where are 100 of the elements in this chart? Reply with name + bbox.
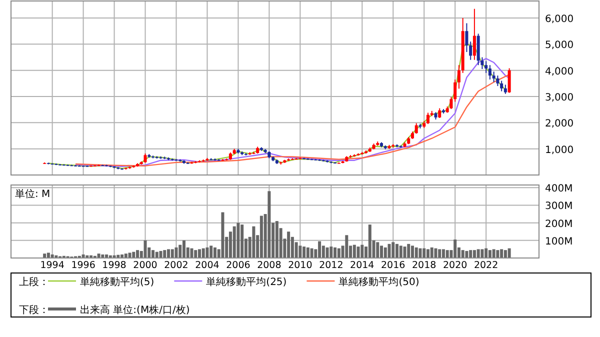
bar [198,249,201,258]
x-tick-label: 2012 [319,260,344,271]
bar [268,191,271,258]
legend-label: 単純移動平均(5) [80,276,154,288]
bar [454,240,457,258]
bar [356,246,360,258]
bar [330,246,333,258]
bar [124,254,128,258]
legend-title: 下段： [19,304,49,316]
x-tick-label: 1994 [40,260,64,271]
bar [302,246,306,258]
bar [163,250,166,258]
bar [144,240,147,258]
bar [360,244,364,258]
legend-label: 単純移動平均(25) [206,276,287,288]
bar [414,247,418,258]
bar [182,240,186,258]
bar [480,249,484,258]
candlestick [450,96,453,110]
legend: 下段： 出来高 単位:(M株/口/枚) [19,305,190,316]
bar [461,250,464,258]
bar [298,246,302,258]
y-tick-label: 400M [545,184,573,195]
y-axis-title: 単位: M [15,188,50,200]
bar [194,250,198,258]
bar [43,254,46,258]
bar [384,247,387,258]
candlestick [454,78,457,102]
bar [252,226,256,258]
bar [310,248,314,258]
x-tick-label: 2022 [474,260,498,271]
bar [152,250,155,258]
bar [128,252,132,258]
candlestick [426,112,430,124]
bar [287,232,290,258]
bar [410,246,414,258]
bar [422,248,426,258]
bar [508,248,511,258]
bar [334,247,337,258]
bar [430,247,434,258]
bar [472,250,476,258]
bar [500,249,504,258]
bar [136,250,140,258]
bar [434,248,438,258]
candlestick [492,71,496,83]
bar [190,248,194,258]
bar [345,235,348,258]
candlestick [469,41,472,60]
candlestick [488,64,492,80]
bar [170,249,174,258]
bar [240,224,244,258]
bar [496,250,500,258]
bar [504,250,507,258]
candlestick [465,22,468,53]
bar [326,247,329,258]
y-tick-label: 300M [545,201,573,212]
bar [399,246,402,258]
legend-label: 単純移動平均(50) [338,276,420,288]
bar [403,246,406,258]
candlestick [508,68,511,94]
bar [469,250,472,258]
y-tick-label: 2,000 [545,118,574,130]
bar [376,242,380,258]
candlestick [472,8,476,60]
candlestick [496,75,500,87]
bar [488,250,492,258]
x-tick-label: 1996 [71,260,96,271]
bar [322,246,325,258]
bar [206,247,209,258]
bar [178,244,182,258]
x-tick-label: 2014 [350,260,374,271]
y-tick-label: 100M [545,236,573,248]
y-tick-label: 200M [545,218,573,230]
bar [465,250,468,258]
bar [484,248,488,258]
bar [210,246,213,258]
legend-title: 上段： [19,276,49,288]
x-tick-label: 1998 [102,260,126,271]
y-tick-label: 5,000 [545,40,574,52]
x-tick-label: 2004 [195,260,220,271]
bar [260,216,263,258]
x-tick-label: 2018 [412,260,436,271]
candlestick [484,60,488,74]
candlestick [144,153,147,164]
x-tick-label: 2000 [133,260,158,271]
bar [159,250,162,258]
bar [352,244,356,258]
bar [442,249,445,258]
bar [492,249,496,258]
bar [438,249,442,258]
x-tick-label: 2008 [257,260,282,271]
candlestick [500,80,504,92]
x-tick-label: 2006 [226,260,250,271]
bar [213,247,216,258]
candlestick [438,108,442,118]
bar [388,244,391,258]
bar [426,249,430,258]
bar [337,248,340,258]
bar [368,224,372,258]
bar [476,249,480,258]
